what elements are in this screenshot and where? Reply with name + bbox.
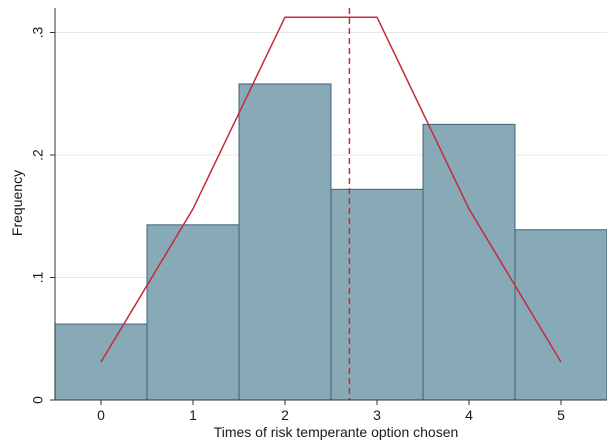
y-tick-label-3: .3	[30, 26, 46, 38]
bar-3	[330, 188, 424, 401]
x-tick-label-1: 1	[189, 407, 197, 423]
x-tick-label-5: 5	[557, 407, 565, 423]
x-tick-label-4: 4	[465, 407, 473, 423]
x-axis-label: Times of risk temperante option chosen	[214, 424, 459, 440]
y-tick-label-0: 0	[30, 396, 46, 404]
y-axis-label: Frequency	[9, 170, 25, 236]
axes	[54, 8, 607, 401]
bar-4	[422, 123, 516, 401]
reference-curve	[100, 16, 562, 363]
y-tick-label-2: .2	[30, 149, 46, 161]
curve-line	[100, 16, 562, 363]
bar-1	[146, 224, 240, 401]
bar-5	[514, 229, 607, 401]
y-tick-label-1: .1	[30, 271, 46, 283]
x-tick-label-2: 2	[281, 407, 289, 423]
tick-labels: 0 .1 .2 .3 0 1 2 3 4 5	[30, 26, 565, 423]
bar-2	[238, 83, 332, 401]
x-tick-label-0: 0	[97, 407, 105, 423]
x-tick-label-3: 3	[373, 407, 381, 423]
histogram-bars	[54, 83, 607, 401]
